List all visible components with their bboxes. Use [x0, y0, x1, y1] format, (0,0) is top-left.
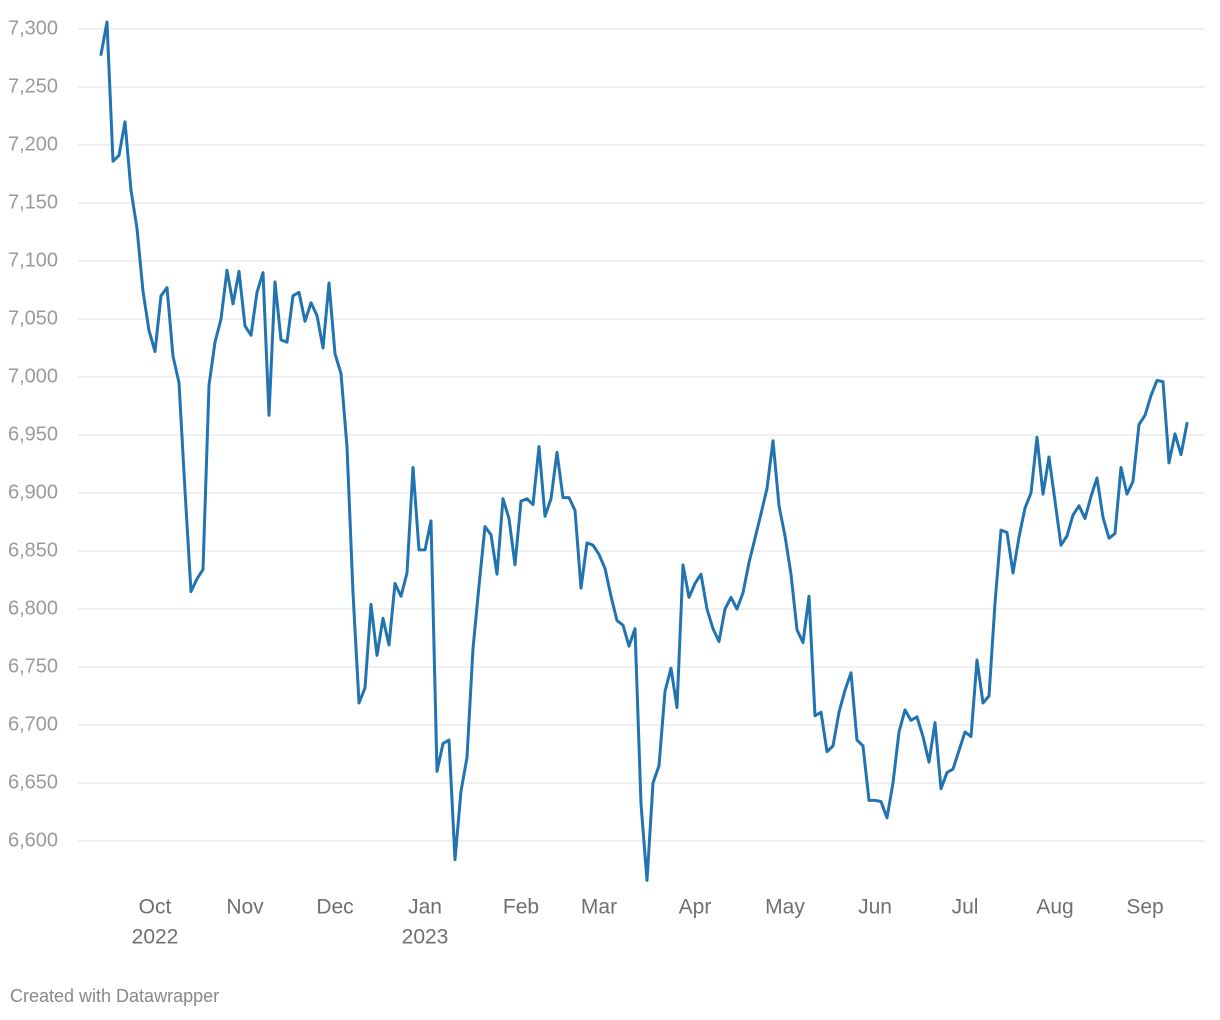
x-tick-label: Jul: [952, 896, 979, 919]
x-tick-label: Nov: [226, 896, 264, 919]
y-tick-label: 7,250: [8, 75, 58, 97]
y-tick-label: 7,000: [8, 365, 58, 387]
y-tick-label: 7,050: [8, 307, 58, 329]
x-tick-label: Apr: [679, 896, 712, 919]
x-tick-label: Oct: [139, 896, 172, 919]
y-tick-label: 6,950: [8, 423, 58, 445]
x-tick-label: Jan: [408, 896, 442, 919]
x-tick-label: Dec: [316, 896, 353, 919]
y-tick-label: 6,650: [8, 771, 58, 793]
y-tick-label: 7,150: [8, 191, 58, 213]
footer: Created with Datawrapper: [10, 986, 219, 1006]
x-tick-label: Mar: [581, 896, 617, 919]
y-tick-label: 6,800: [8, 597, 58, 619]
y-tick-label: 6,600: [8, 829, 58, 851]
x-tick-label: Sep: [1126, 896, 1163, 919]
x-tick-label: Jun: [858, 896, 892, 919]
x-tick-label: May: [765, 896, 805, 919]
y-tick-label: 7,100: [8, 249, 58, 271]
x-tick-label: Aug: [1036, 896, 1073, 919]
y-tick-label: 7,200: [8, 133, 58, 155]
x-tick-year: 2022: [132, 926, 179, 949]
y-tick-label: 7,300: [8, 17, 58, 39]
y-tick-label: 6,700: [8, 713, 58, 735]
line: [99, 20, 1189, 882]
y-tick-label: 6,900: [8, 481, 58, 503]
y-tick-label: 6,850: [8, 539, 58, 561]
x-tick-year: 2023: [402, 926, 449, 949]
x-tick-label: Feb: [503, 896, 539, 919]
y-tick-label: 6,750: [8, 655, 58, 677]
